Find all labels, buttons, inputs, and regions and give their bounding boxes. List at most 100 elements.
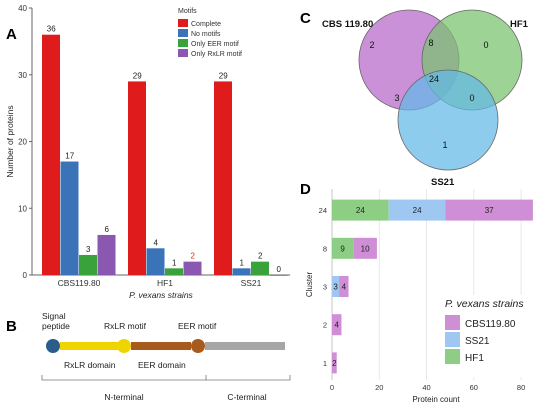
eer-domain-bar bbox=[131, 342, 191, 350]
bar-complete bbox=[128, 81, 146, 275]
legend-swatch bbox=[445, 349, 460, 364]
bar-value-label: 17 bbox=[65, 152, 74, 161]
x-axis-title: P. vexans strains bbox=[129, 290, 193, 300]
c-terminal-bracket bbox=[206, 375, 291, 381]
legend-swatch bbox=[445, 332, 460, 347]
venn-circle-ss21 bbox=[397, 69, 499, 171]
x-tick-label: 80 bbox=[517, 383, 525, 392]
bar-segment-value: 10 bbox=[361, 244, 370, 253]
bar-only-rxlr-motif bbox=[269, 275, 288, 276]
bar-complete bbox=[42, 34, 60, 276]
legend-swatch bbox=[445, 315, 460, 330]
x-tick-label: HF1 bbox=[157, 278, 173, 288]
venn-count-cbs-ss21: 3 bbox=[394, 93, 399, 103]
y-tick-label: 30 bbox=[18, 71, 27, 80]
bar-value-label: 2 bbox=[258, 252, 263, 261]
signal-peptide-label: Signal bbox=[42, 311, 66, 321]
x-axis-title: Protein count bbox=[412, 395, 460, 404]
bar-only-eer-motif bbox=[165, 268, 183, 275]
legend-swatch bbox=[178, 19, 188, 27]
y-tick-label: 20 bbox=[18, 138, 27, 147]
legend-swatch bbox=[178, 29, 188, 37]
rxlr-domain-bar bbox=[60, 342, 122, 350]
legend-label: Only EER motif bbox=[191, 41, 239, 48]
y-tick-label: 10 bbox=[18, 204, 27, 213]
signal-peptide-label: peptide bbox=[42, 321, 70, 331]
bar-no-motifs bbox=[146, 248, 165, 275]
bar-value-label: 0 bbox=[277, 265, 282, 274]
bar-segment-value: 4 bbox=[342, 283, 347, 292]
bar-segment-ss21 bbox=[332, 276, 340, 297]
x-tick-label: 60 bbox=[470, 383, 478, 392]
bar-segment-hf1 bbox=[332, 237, 354, 259]
legend-label: CBS119.80 bbox=[465, 319, 516, 330]
rxlr-motif-marker bbox=[117, 339, 131, 353]
panel-label-c: C bbox=[300, 10, 311, 27]
bar-no-motifs bbox=[232, 268, 251, 275]
y-tick-label: 3 bbox=[323, 283, 327, 292]
bar-value-label: 36 bbox=[47, 25, 56, 34]
bar-segment-value: 24 bbox=[413, 206, 422, 215]
legend-title: P. vexans strains bbox=[445, 298, 524, 310]
y-tick-label: 2 bbox=[323, 321, 327, 330]
bar-segment-hf1 bbox=[332, 199, 389, 221]
bar-segment-cbs11980 bbox=[332, 314, 342, 336]
eer-motif-marker bbox=[191, 339, 205, 353]
bar-segment-cbs11980 bbox=[332, 352, 337, 374]
n-terminal-label: N-terminal bbox=[104, 392, 143, 402]
legend-label: HF1 bbox=[465, 353, 484, 364]
venn-count-only-ss21: 1 bbox=[442, 140, 447, 150]
y-tick-label: 0 bbox=[23, 271, 28, 280]
c-terminal-bar bbox=[205, 342, 285, 350]
strain-venn-diagram: CBS 119.80 HF1 SS21 2 0 1 8 3 0 24 bbox=[322, 9, 529, 185]
venn-count-cbs-hf1: 8 bbox=[428, 38, 433, 48]
x-tick-label: CBS119.80 bbox=[58, 278, 101, 288]
venn-count-only-cbs: 2 bbox=[369, 40, 374, 50]
bar-only-rxlr-motif bbox=[183, 261, 202, 275]
bar-only-eer-motif bbox=[79, 254, 97, 275]
panel-label-b: B bbox=[6, 318, 17, 335]
rxlr-motif-label: RxLR motif bbox=[104, 321, 147, 331]
y-axis-title: Number of proteins bbox=[5, 105, 15, 177]
legend-label: Only RxLR motif bbox=[191, 51, 242, 58]
bar-complete bbox=[214, 81, 232, 275]
venn-count-hf1-ss21: 0 bbox=[469, 93, 474, 103]
bar-segment-value: 3 bbox=[333, 283, 338, 292]
bar-segment-cbs11980 bbox=[445, 199, 533, 221]
motif-bar-chart: 010203040361736CBS119.8029412HF129120SS2… bbox=[5, 4, 290, 300]
bar-only-rxlr-motif bbox=[97, 234, 116, 275]
eer-motif-label: EER motif bbox=[178, 321, 217, 331]
x-tick-label: 0 bbox=[330, 383, 334, 392]
bar-value-label: 1 bbox=[172, 258, 177, 267]
venn-count-all: 24 bbox=[429, 74, 439, 84]
bar-only-eer-motif bbox=[251, 261, 269, 275]
bar-segment-value: 24 bbox=[356, 206, 365, 215]
bar-value-label: 1 bbox=[240, 258, 245, 267]
c-terminal-label: C-terminal bbox=[227, 392, 266, 402]
bar-value-label: 6 bbox=[105, 225, 110, 234]
eer-domain-label: EER domain bbox=[138, 360, 186, 370]
y-axis-title: Cluster bbox=[305, 271, 314, 297]
bar-segment-value: 9 bbox=[340, 244, 345, 253]
legend-swatch bbox=[178, 49, 188, 57]
bar-segment-value: 4 bbox=[335, 321, 340, 330]
bar-segment-value: 37 bbox=[485, 206, 494, 215]
y-tick-label: 40 bbox=[18, 4, 27, 13]
venn-set-label: CBS 119.80 bbox=[322, 19, 373, 30]
bar-segment-value: 2 bbox=[332, 359, 337, 368]
x-tick-label: 40 bbox=[422, 383, 430, 392]
venn-count-only-hf1: 0 bbox=[483, 40, 488, 50]
bar-no-motifs bbox=[60, 161, 79, 275]
legend-label: No motifs bbox=[191, 31, 221, 38]
legend-title: Motifs bbox=[178, 8, 197, 15]
rxlr-domain-label: RxLR domain bbox=[64, 360, 116, 370]
bar-value-label: 2 bbox=[191, 252, 196, 261]
bar-value-label: 3 bbox=[86, 245, 91, 254]
bar-value-label: 29 bbox=[133, 71, 142, 80]
legend-swatch bbox=[178, 39, 188, 47]
legend-label: Complete bbox=[191, 21, 221, 28]
signal-peptide-marker bbox=[46, 339, 60, 353]
x-tick-label: SS21 bbox=[241, 278, 262, 288]
